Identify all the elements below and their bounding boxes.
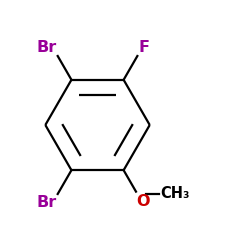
Text: CH₃: CH₃: [160, 186, 189, 201]
Text: F: F: [139, 40, 150, 55]
Text: Br: Br: [36, 40, 56, 55]
Text: O: O: [136, 194, 150, 209]
Text: Br: Br: [36, 195, 56, 210]
